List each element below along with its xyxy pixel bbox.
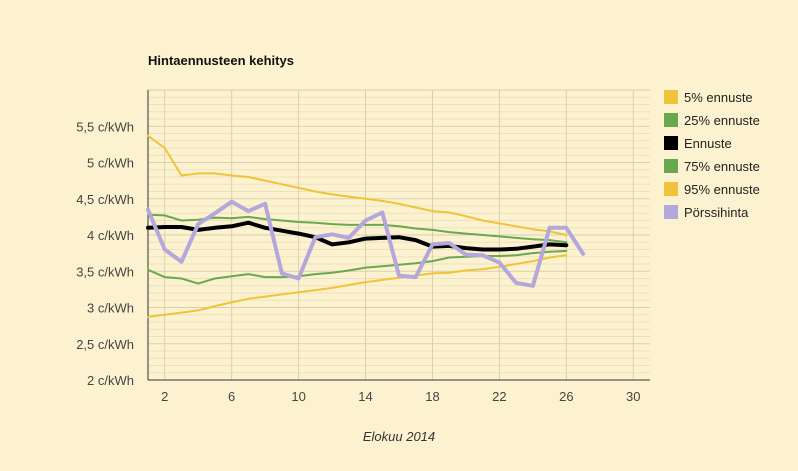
x-tick-label: 18 (425, 389, 439, 404)
legend-label: 75% ennuste (684, 159, 760, 174)
y-tick-label: 4 c/kWh (87, 228, 134, 243)
series-line-4 (147, 250, 568, 285)
series-line-6 (146, 199, 586, 288)
x-tick-label: 14 (358, 389, 372, 404)
x-tick-label: 10 (291, 389, 305, 404)
axes: 2 c/kWh 2,5 c/kWh 3 c/kWh 3,5 c/kWh 4 c/kWh 4… (76, 90, 650, 404)
y-tick-label: 3 c/kWh (87, 301, 134, 316)
legend-label: Pörssihinta (684, 205, 749, 220)
legend-swatch (664, 205, 678, 219)
x-tick-label: 6 (228, 389, 235, 404)
series-line-5 (147, 254, 568, 318)
x-tick-label: 22 (492, 389, 506, 404)
legend: 5% ennuste 25% ennuste Ennuste 75% ennuste 9… (664, 90, 760, 220)
legend-swatch (664, 136, 678, 150)
y-tick-label: 3,5 c/kWh (76, 264, 134, 279)
y-tick-label: 2,5 c/kWh (76, 337, 134, 352)
legend-swatch (664, 182, 678, 196)
legend-label: 25% ennuste (684, 113, 760, 128)
x-axis-label: Elokuu 2014 (363, 429, 435, 444)
legend-swatch (664, 113, 678, 127)
x-tick-label: 2 (161, 389, 168, 404)
legend-label: Ennuste (684, 136, 732, 151)
legend-label: 5% ennuste (684, 90, 753, 105)
x-tick-label: 30 (626, 389, 640, 404)
y-tick-label: 2 c/kWh (87, 373, 134, 388)
series-line-2 (147, 213, 568, 244)
y-tick-label: 5 c/kWh (87, 156, 134, 171)
legend-swatch (664, 90, 678, 104)
series-line-3 (146, 220, 569, 252)
y-tick-label: 4,5 c/kWh (76, 192, 134, 207)
x-tick-label: 26 (559, 389, 573, 404)
y-tick-label: 5,5 c/kWh (76, 119, 134, 134)
chart-title: Hintaennusteen kehitys (148, 53, 294, 68)
series-line-1 (147, 134, 568, 236)
legend-label: 95% ennuste (684, 182, 760, 197)
legend-swatch (664, 159, 678, 173)
grid (148, 89, 650, 381)
series-lines (146, 134, 586, 318)
